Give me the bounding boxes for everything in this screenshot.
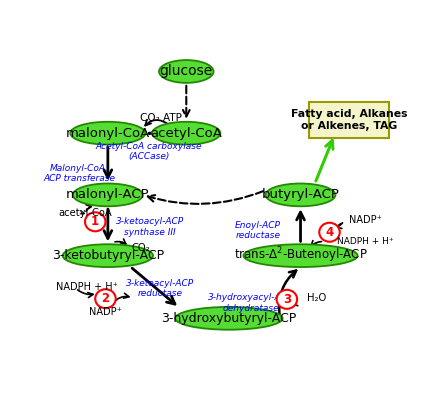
Text: 2: 2 (101, 292, 110, 305)
Text: Fatty acid, Alkanes
or Alkenes, TAG: Fatty acid, Alkanes or Alkenes, TAG (291, 109, 407, 131)
Ellipse shape (62, 244, 153, 267)
FancyArrowPatch shape (104, 148, 112, 178)
Text: 3-ketobutyryl-ACP: 3-ketobutyryl-ACP (52, 249, 164, 262)
Text: 3: 3 (283, 293, 291, 306)
FancyArrowPatch shape (316, 141, 333, 181)
FancyArrowPatch shape (113, 293, 129, 303)
FancyArrowPatch shape (337, 223, 342, 229)
Text: 4: 4 (326, 226, 334, 239)
Text: H₂O: H₂O (307, 293, 326, 303)
Text: acetyl-CoA: acetyl-CoA (59, 208, 112, 217)
Text: 3-hydroxyacyl-ACP
dehydratase: 3-hydroxyacyl-ACP dehydratase (209, 293, 294, 313)
Text: butyryl-ACP: butyryl-ACP (262, 188, 339, 201)
Text: malonyl-ACP: malonyl-ACP (66, 188, 150, 201)
FancyArrowPatch shape (183, 85, 190, 117)
FancyArrowPatch shape (104, 209, 112, 238)
Text: CO₂: CO₂ (132, 243, 150, 253)
Text: 3-ketoacyl-ACP
reductase: 3-ketoacyl-ACP reductase (126, 279, 194, 298)
Text: Acetyl-CoA carboxylase
(ACCase): Acetyl-CoA carboxylase (ACCase) (95, 141, 202, 161)
Ellipse shape (70, 122, 145, 145)
FancyArrowPatch shape (297, 212, 304, 242)
FancyArrowPatch shape (80, 211, 84, 214)
Ellipse shape (243, 244, 358, 267)
Text: NADP⁺: NADP⁺ (89, 307, 122, 317)
FancyBboxPatch shape (309, 102, 389, 138)
FancyArrowPatch shape (86, 205, 91, 211)
Text: Malonyl-CoA:
ACP transferase: Malonyl-CoA: ACP transferase (44, 164, 116, 183)
Text: malonyl-CoA: malonyl-CoA (66, 127, 150, 140)
Circle shape (95, 289, 116, 308)
Text: 1: 1 (91, 215, 99, 228)
Ellipse shape (266, 183, 335, 206)
Ellipse shape (159, 60, 213, 83)
FancyArrowPatch shape (77, 290, 93, 298)
FancyArrowPatch shape (311, 240, 322, 246)
Text: CO₂ ATP: CO₂ ATP (140, 113, 182, 123)
Text: NADPH + H⁺: NADPH + H⁺ (337, 237, 394, 246)
FancyArrowPatch shape (148, 191, 263, 204)
FancyArrowPatch shape (145, 120, 169, 125)
FancyArrowPatch shape (279, 270, 296, 316)
Ellipse shape (175, 307, 282, 330)
Text: Enoyl-ACP
reductase: Enoyl-ACP reductase (235, 221, 281, 240)
Text: NADP⁺: NADP⁺ (349, 215, 382, 224)
Circle shape (319, 223, 340, 242)
Circle shape (85, 212, 106, 231)
Text: 3-hydroxybutyryl-ACP: 3-hydroxybutyryl-ACP (161, 312, 297, 325)
Text: 3-ketoacyl-ACP
synthase III: 3-ketoacyl-ACP synthase III (116, 217, 184, 237)
FancyArrowPatch shape (289, 301, 298, 307)
Ellipse shape (73, 183, 143, 206)
FancyArrowPatch shape (132, 268, 175, 304)
Circle shape (277, 290, 297, 309)
Ellipse shape (152, 122, 220, 145)
FancyArrowPatch shape (115, 239, 126, 244)
Text: trans-$\Delta^2$-Butenoyl-ACP: trans-$\Delta^2$-Butenoyl-ACP (234, 246, 367, 266)
FancyArrowPatch shape (149, 129, 159, 137)
Text: NADPH + H⁺: NADPH + H⁺ (56, 282, 118, 292)
Text: acetyl-CoA: acetyl-CoA (150, 127, 222, 140)
Text: glucose: glucose (160, 65, 213, 79)
